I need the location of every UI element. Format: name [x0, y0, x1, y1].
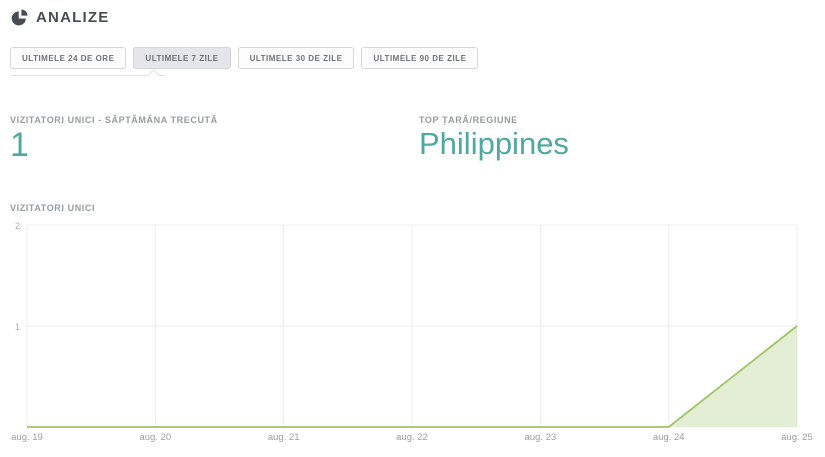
tab-last-7-days[interactable]: ULTIMELE 7 ZILE [133, 47, 231, 69]
page-title: ANALIZE [36, 9, 110, 26]
pie-chart-icon [11, 9, 28, 26]
tab-divider [10, 75, 166, 76]
tab-last-24-hours[interactable]: ULTIMELE 24 DE ORE [10, 47, 127, 69]
chart-gridlines [26, 224, 798, 427]
stat-top-country: TOP ȚARĂ/REGIUNE Philippines [419, 115, 569, 161]
x-axis-tick: aug. 21 [268, 432, 300, 443]
tab-last-30-days[interactable]: ULTIMELE 30 DE ZILE [237, 47, 355, 69]
stat-unique-visitors-label: VIZITATORI UNICI - SĂPTĂMÂNA TRECUTĂ [10, 115, 218, 125]
tab-last-90-days[interactable]: ULTIMELE 90 DE ZILE [361, 47, 479, 69]
x-axis-tick: aug. 24 [653, 432, 685, 443]
y-axis-tick: 1 [15, 322, 20, 332]
stat-top-country-value: Philippines [419, 126, 569, 161]
chart-line [27, 325, 798, 428]
stat-top-country-label: TOP ȚARĂ/REGIUNE [419, 115, 518, 125]
stat-unique-visitors: VIZITATORI UNICI - SĂPTĂMÂNA TRECUTĂ 1 [10, 115, 218, 164]
chart-area-fill [27, 326, 797, 427]
header: ANALIZE [10, 8, 109, 27]
y-axis-tick: 2 [15, 221, 20, 231]
visitors-chart: 2 1 aug. 19 aug. 20 aug. 21 aug. 22 aug.… [11, 221, 813, 443]
x-axis-tick: aug. 23 [524, 432, 556, 443]
time-range-tabs: ULTIMELE 24 DE ORE ULTIMELE 7 ZILE ULTIM… [10, 47, 479, 69]
x-axis-tick: aug. 20 [139, 432, 171, 443]
stat-unique-visitors-value: 1 [10, 126, 29, 164]
active-tab-caret [147, 69, 160, 82]
x-axis-tick: aug. 25 [781, 432, 813, 443]
chart-title: VIZITATORI UNICI [10, 203, 96, 213]
x-axis-tick: aug. 22 [396, 432, 428, 443]
x-axis-tick: aug. 19 [11, 432, 43, 443]
